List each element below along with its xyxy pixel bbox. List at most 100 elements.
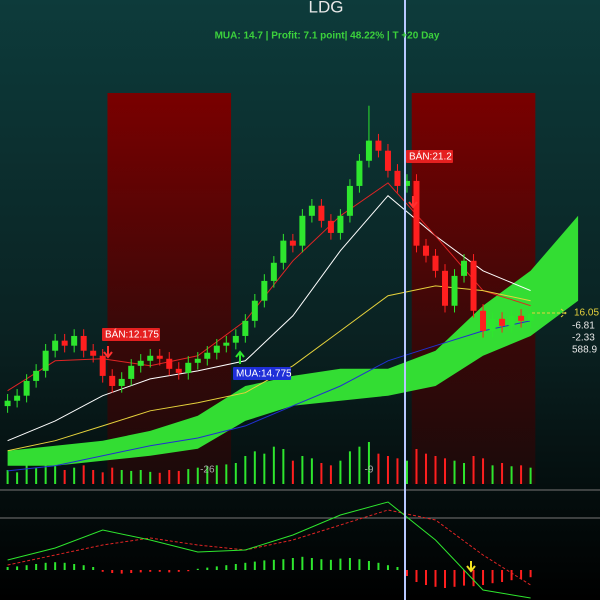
volume-bar xyxy=(510,466,513,484)
histogram-bar xyxy=(263,560,266,570)
candle-body xyxy=(232,335,239,343)
sell-label: BÁN:12.175 xyxy=(105,328,159,341)
moving-average-line xyxy=(7,194,531,442)
histogram-bar xyxy=(130,570,133,573)
histogram-bar xyxy=(139,570,142,573)
volume-bar xyxy=(35,467,38,484)
volume-bar xyxy=(206,466,209,484)
volume-bar xyxy=(44,460,47,484)
sell-label-bg xyxy=(102,328,160,341)
volume-bar xyxy=(301,456,304,484)
candle-body xyxy=(166,358,173,369)
cloud-area xyxy=(7,215,579,466)
histogram-bar xyxy=(92,567,95,570)
candle-body xyxy=(14,395,21,401)
histogram-bar xyxy=(149,570,152,572)
candle-body xyxy=(242,320,249,336)
volume-bar xyxy=(291,460,294,484)
volume-bar xyxy=(501,463,504,484)
histogram-bar xyxy=(377,562,380,570)
candle-body xyxy=(480,310,487,331)
volume-bar xyxy=(491,465,494,484)
candle-body xyxy=(4,400,11,407)
volume-bar xyxy=(377,453,380,484)
candle-body xyxy=(251,300,258,321)
histogram-bar xyxy=(301,556,304,570)
volume-bar xyxy=(358,446,361,484)
candle-body xyxy=(204,352,211,359)
volume-bar xyxy=(139,470,142,484)
volume-bar xyxy=(234,463,237,484)
histogram-bar xyxy=(54,562,57,570)
volume-bar xyxy=(63,470,66,484)
candle-body xyxy=(52,340,59,351)
histogram-bar xyxy=(510,570,513,581)
candle-body xyxy=(422,245,429,256)
histogram-bar xyxy=(196,568,199,570)
candle-body xyxy=(175,368,182,373)
candle-body xyxy=(413,180,420,246)
change-label: -2.33 xyxy=(572,333,595,344)
histogram-bar xyxy=(320,559,323,570)
sell-label-bg xyxy=(406,150,453,163)
volume-bar xyxy=(215,465,218,484)
candle-body xyxy=(461,260,468,276)
volume-bar xyxy=(405,460,408,484)
candle-body xyxy=(280,240,287,263)
histogram-bar xyxy=(215,566,218,570)
candle-body xyxy=(185,362,192,373)
histogram-bar xyxy=(472,570,475,587)
histogram-bar xyxy=(225,565,228,570)
histogram-bar xyxy=(187,570,190,572)
volume-bar xyxy=(25,465,28,484)
histogram-bar xyxy=(424,570,427,585)
change-label: -6.81 xyxy=(572,321,595,332)
histogram-bar xyxy=(44,562,47,570)
volume-bar xyxy=(282,449,285,484)
histogram-bar xyxy=(415,570,418,582)
sell-arrow xyxy=(103,346,113,359)
candle-body xyxy=(356,160,363,186)
histogram-bar xyxy=(444,570,447,588)
histogram-bar xyxy=(272,559,275,570)
volume-bar xyxy=(177,470,180,484)
histogram-bar xyxy=(120,570,123,574)
volume-bar xyxy=(367,442,370,484)
buy-label-bg xyxy=(233,367,291,380)
histogram-bar xyxy=(405,570,408,576)
candle-body xyxy=(156,355,163,359)
histogram-bar xyxy=(367,561,370,570)
candle-body xyxy=(71,335,78,346)
volume-bar xyxy=(111,467,114,484)
last-price-label: 16.05 xyxy=(574,308,599,319)
volume-bar xyxy=(244,456,247,484)
histogram-bar xyxy=(73,564,76,570)
volume-bar xyxy=(329,465,332,484)
histogram-bar xyxy=(101,570,104,572)
volume-bar xyxy=(339,460,342,484)
volume-bar xyxy=(16,472,19,484)
candle-body xyxy=(337,215,344,233)
oscillator-panel xyxy=(6,501,532,599)
histogram-bar xyxy=(329,559,332,570)
histogram-bar xyxy=(177,570,180,572)
candle-body xyxy=(90,350,97,356)
candle-body xyxy=(499,318,506,326)
candle-body xyxy=(33,370,40,381)
candle-body xyxy=(403,180,410,186)
moving-average-line xyxy=(7,182,531,392)
volume-bar xyxy=(196,467,199,484)
candle-body xyxy=(137,360,144,366)
buy-arrow xyxy=(235,350,245,364)
volume-bar xyxy=(187,469,190,484)
volume-bar xyxy=(472,456,475,484)
volume-bar xyxy=(310,458,313,484)
histogram-bar xyxy=(234,564,237,570)
volume-bar xyxy=(263,453,266,484)
histogram-bar xyxy=(358,559,361,570)
candle-body xyxy=(223,342,230,346)
volume-bar xyxy=(424,453,427,484)
volume-bar xyxy=(225,464,228,484)
volume-bar xyxy=(520,465,523,484)
